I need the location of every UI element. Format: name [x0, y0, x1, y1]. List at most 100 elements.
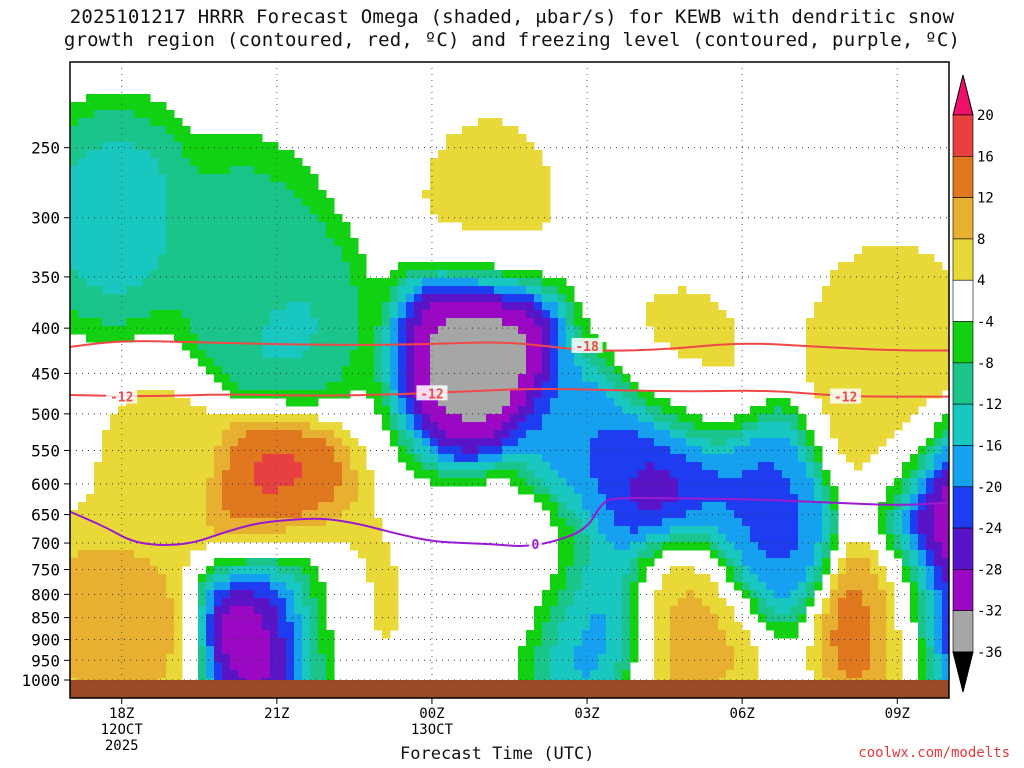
- omega-cell: [790, 558, 799, 567]
- omega-cell: [198, 262, 207, 271]
- omega-cell: [142, 182, 151, 191]
- omega-cell: [206, 462, 215, 471]
- omega-cell: [494, 414, 503, 423]
- omega-cell: [654, 454, 663, 463]
- omega-cell: [302, 630, 311, 639]
- omega-cell: [230, 382, 239, 391]
- omega-cell: [694, 310, 703, 319]
- omega-cell: [526, 142, 535, 151]
- omega-cell: [142, 574, 151, 583]
- omega-cell: [318, 286, 327, 295]
- omega-cell: [166, 502, 175, 511]
- omega-cell: [558, 398, 567, 407]
- omega-cell: [110, 110, 119, 119]
- omega-cell: [318, 374, 327, 383]
- omega-cell: [534, 454, 543, 463]
- omega-cell: [750, 406, 759, 415]
- omega-cell: [886, 262, 895, 271]
- omega-cell: [102, 454, 111, 463]
- omega-cell: [134, 670, 143, 679]
- omega-cell: [94, 526, 103, 535]
- omega-cell: [854, 550, 863, 559]
- omega-cell: [142, 270, 151, 279]
- omega-cell: [678, 622, 687, 631]
- omega-cell: [926, 534, 935, 543]
- omega-cell: [94, 582, 103, 591]
- omega-cell: [318, 214, 327, 223]
- omega-cell: [262, 182, 271, 191]
- omega-cell: [622, 590, 631, 599]
- omega-cell: [78, 166, 87, 175]
- omega-cell: [454, 270, 463, 279]
- omega-cell: [118, 150, 127, 159]
- omega-cell: [902, 534, 911, 543]
- omega-cell: [526, 398, 535, 407]
- omega-cell: [542, 446, 551, 455]
- omega-cell: [838, 630, 847, 639]
- omega-cell: [190, 198, 199, 207]
- omega-cell: [214, 630, 223, 639]
- omega-cell: [166, 510, 175, 519]
- omega-cell: [926, 446, 935, 455]
- omega-cell: [910, 254, 919, 263]
- omega-cell: [198, 494, 207, 503]
- contour-line: [70, 387, 949, 398]
- omega-cell: [534, 158, 543, 167]
- omega-cell: [486, 414, 495, 423]
- omega-cell: [526, 286, 535, 295]
- omega-cell: [110, 238, 119, 247]
- omega-cell: [286, 238, 295, 247]
- omega-cell: [606, 518, 615, 527]
- omega-cell: [630, 454, 639, 463]
- omega-cell: [102, 542, 111, 551]
- omega-cell: [238, 638, 247, 647]
- omega-cell: [566, 622, 575, 631]
- omega-cell: [238, 190, 247, 199]
- omega-cell: [566, 382, 575, 391]
- omega-cell: [310, 430, 319, 439]
- omega-cell: [926, 358, 935, 367]
- omega-cell: [110, 606, 119, 615]
- omega-cell: [574, 494, 583, 503]
- omega-cell: [862, 598, 871, 607]
- omega-cell: [686, 598, 695, 607]
- omega-cell: [166, 190, 175, 199]
- omega-cell: [918, 358, 927, 367]
- omega-cell: [126, 558, 135, 567]
- omega-cell: [886, 374, 895, 383]
- omega-cell: [286, 158, 295, 167]
- omega-cell: [782, 494, 791, 503]
- omega-cell: [398, 406, 407, 415]
- omega-cell: [166, 662, 175, 671]
- omega-cell: [918, 318, 927, 327]
- omega-cell: [510, 406, 519, 415]
- omega-cell: [878, 430, 887, 439]
- omega-cell: [342, 534, 351, 543]
- omega-cell: [286, 302, 295, 311]
- omega-cell: [846, 278, 855, 287]
- omega-cell: [734, 646, 743, 655]
- omega-cell: [246, 198, 255, 207]
- omega-cell: [886, 606, 895, 615]
- omega-cell: [158, 622, 167, 631]
- omega-cell: [126, 542, 135, 551]
- omega-cell: [606, 534, 615, 543]
- omega-cell: [942, 430, 949, 439]
- omega-cell: [726, 534, 735, 543]
- omega-cell: [94, 134, 103, 143]
- omega-cell: [478, 278, 487, 287]
- omega-cell: [646, 470, 655, 479]
- omega-cell: [102, 278, 111, 287]
- omega-cell: [542, 414, 551, 423]
- omega-cell: [334, 222, 343, 231]
- omega-cell: [862, 438, 871, 447]
- omega-cell: [134, 134, 143, 143]
- omega-cell: [662, 478, 671, 487]
- omega-cell: [942, 582, 949, 591]
- omega-cell: [270, 462, 279, 471]
- omega-cell: [470, 454, 479, 463]
- omega-cell: [318, 342, 327, 351]
- omega-cell: [902, 342, 911, 351]
- omega-cell: [398, 382, 407, 391]
- omega-cell: [606, 542, 615, 551]
